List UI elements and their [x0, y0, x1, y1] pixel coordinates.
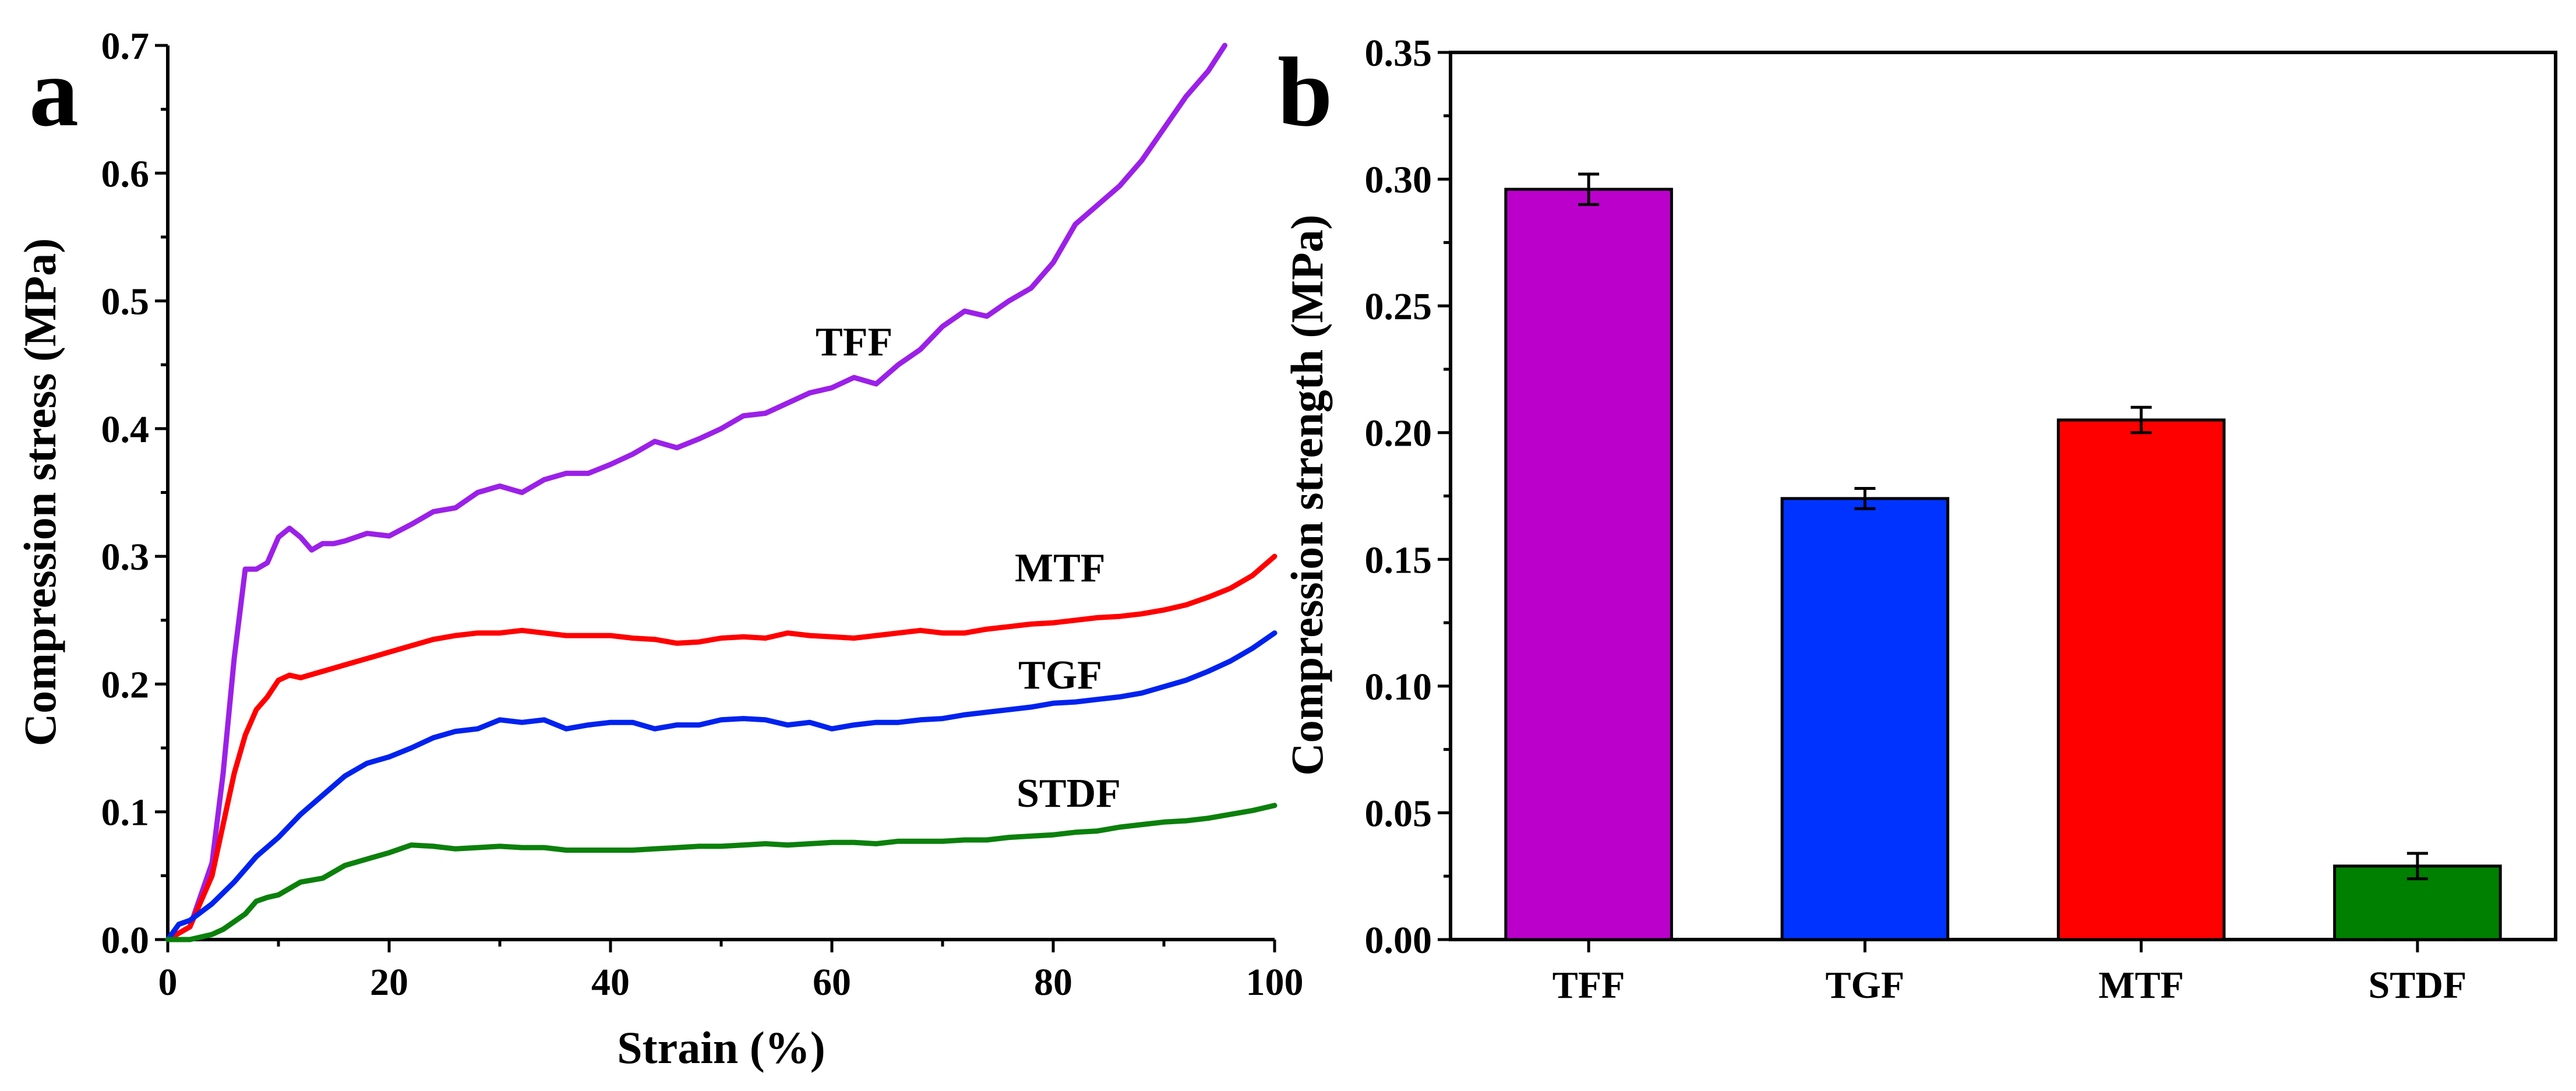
- panel-b-y-label: Compression strength (MPa): [1282, 214, 1332, 775]
- panel-b-bars: TFF TGF MTF STDF: [1504, 172, 2502, 1007]
- panel-b-y-tick-label: 0.10: [1365, 666, 1432, 708]
- panel-a-y-tick-label: 0.0: [101, 919, 150, 962]
- series-label-tff: TFF: [816, 320, 892, 365]
- panel-a-y-tick-label: 0.1: [101, 792, 150, 834]
- panel-a-y-tick-label: 0.4: [101, 408, 150, 451]
- panel-b-x-tick-label: TFF: [1552, 964, 1625, 1007]
- panel-a-y-tick-label: 0.6: [101, 153, 150, 195]
- series-label-stdf: STDF: [1017, 771, 1121, 816]
- panel-a-y-label: Compression stress (MPa): [15, 238, 65, 746]
- bar-mtf: [2056, 418, 2226, 941]
- panel-b-y-tick-label: 0.30: [1365, 159, 1432, 202]
- panel-b-x-tick-label: STDF: [2369, 964, 2467, 1007]
- series-label-tgf: TGF: [1018, 653, 1102, 698]
- panel-a-x-tick-label: 40: [591, 961, 630, 1004]
- panel-a: a 0.0 0.1 0.2 0.3 0.4 0.5 0.6 0.7 0 20 40 60 80 100 T…: [15, 25, 1304, 1073]
- panel-b-x-tick-label: TGF: [1826, 964, 1905, 1007]
- series-label-mtf: MTF: [1015, 546, 1106, 591]
- panel-a-y-tick-label: 0.7: [101, 25, 150, 68]
- panel-a-x-tick-label: 0: [158, 961, 178, 1004]
- panel-b-ticks: 0.00 0.05 0.10 0.15 0.20 0.25 0.30 0.35: [1365, 32, 1451, 962]
- bar-tgf: [1780, 497, 1950, 941]
- panel-b-y-tick-label: 0.05: [1365, 792, 1432, 835]
- panel-a-x-label: Strain (%): [617, 1022, 825, 1073]
- panel-a-y-tick-label: 0.5: [101, 281, 150, 323]
- panel-b-y-tick-label: 0.00: [1365, 919, 1432, 962]
- panel-a-y-tick-label: 0.3: [101, 536, 150, 578]
- panel-a-ticks: 0.0 0.1 0.2 0.3 0.4 0.5 0.6 0.7 0 20 40 60 80 100: [101, 25, 1304, 1004]
- panel-a-x-tick-label: 20: [370, 961, 408, 1004]
- series-line-stdf: [165, 803, 1278, 942]
- panel-b-x-tick-label: MTF: [2098, 964, 2184, 1007]
- panel-b-y-tick-label: 0.25: [1365, 285, 1432, 328]
- panel-b: b 0.00 0.05 0.10 0.15 0.20 0.25 0.30 0.35 TFF TG…: [1278, 32, 2557, 1007]
- series-line-tff: [165, 43, 1227, 942]
- bar-tff: [1504, 188, 1673, 941]
- panel-a-y-tick-label: 0.2: [101, 663, 150, 706]
- panel-a-x-tick-label: 60: [813, 961, 851, 1004]
- panel-a-x-tick-label: 80: [1034, 961, 1072, 1004]
- panel-b-y-tick-label: 0.35: [1365, 32, 1432, 75]
- panel-b-y-tick-label: 0.20: [1365, 412, 1432, 455]
- panel-b-y-tick-label: 0.15: [1365, 539, 1432, 581]
- series-line-mtf: [165, 553, 1278, 942]
- panel-b-letter: b: [1278, 37, 1333, 147]
- panel-a-x-tick-label: 100: [1246, 961, 1304, 1004]
- series-line-tgf: [165, 630, 1278, 942]
- panel-a-lines: [165, 43, 1278, 942]
- panel-a-letter: a: [29, 37, 79, 147]
